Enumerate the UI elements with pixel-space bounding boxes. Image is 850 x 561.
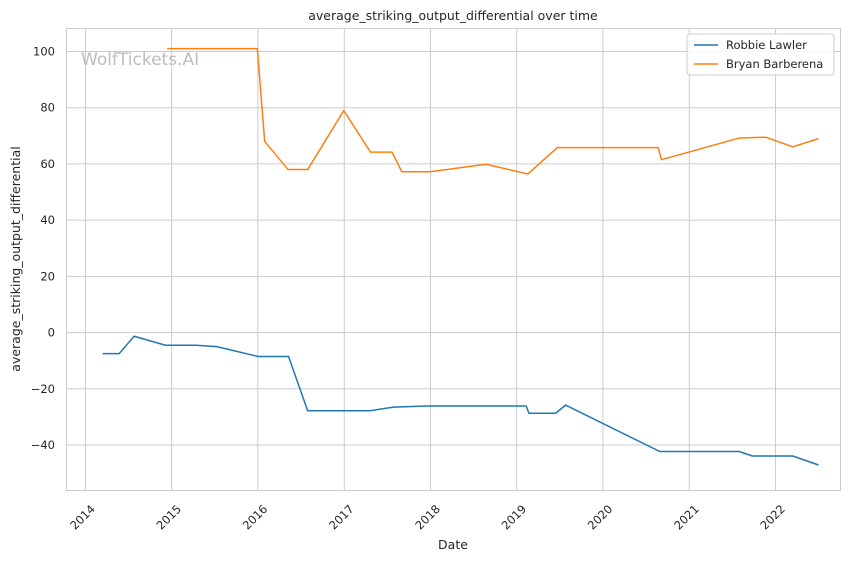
y-tick-label: 60 xyxy=(40,157,55,171)
x-tick-label: 2016 xyxy=(240,502,271,533)
x-tick-label: 2019 xyxy=(499,502,530,533)
x-tick-label: 2018 xyxy=(412,502,443,533)
legend-label: Bryan Barberena xyxy=(726,57,823,71)
series-line-robbie-lawler xyxy=(102,335,819,466)
series-layer xyxy=(102,47,819,466)
x-tick-label: 2021 xyxy=(671,502,702,533)
watermark-text: WolfTickets.AI xyxy=(81,50,199,70)
x-tick-label: 2017 xyxy=(326,502,357,533)
x-tick-label: 2015 xyxy=(153,502,184,533)
plot-frame xyxy=(66,28,841,491)
x-tick-label: 2022 xyxy=(757,502,788,533)
y-tick-label: −20 xyxy=(31,382,55,396)
chart-title: average_striking_output_differential ove… xyxy=(308,8,598,23)
y-axis-label: average_striking_output_differential xyxy=(8,146,23,371)
x-tick-label: 2020 xyxy=(585,502,616,533)
y-tick-label: 100 xyxy=(33,44,55,58)
grid xyxy=(67,29,840,490)
tick-labels: 2014 2015 2016 2017 2018 2019 2020 2021 2022 −40 −… xyxy=(31,44,788,532)
y-tick-label: 80 xyxy=(40,101,55,115)
legend: Robbie Lawler Bryan Barberena xyxy=(686,33,835,76)
legend-label: Robbie Lawler xyxy=(726,38,807,52)
legend-box xyxy=(686,33,835,76)
y-tick-label: −40 xyxy=(31,438,55,452)
series-line-bryan-barberena xyxy=(167,47,819,175)
y-tick-label: 20 xyxy=(40,269,55,283)
y-tick-label: 40 xyxy=(40,213,55,227)
x-axis-label: Date xyxy=(438,537,468,552)
y-tick-label: 0 xyxy=(48,326,55,340)
x-tick-label: 2014 xyxy=(67,502,98,533)
